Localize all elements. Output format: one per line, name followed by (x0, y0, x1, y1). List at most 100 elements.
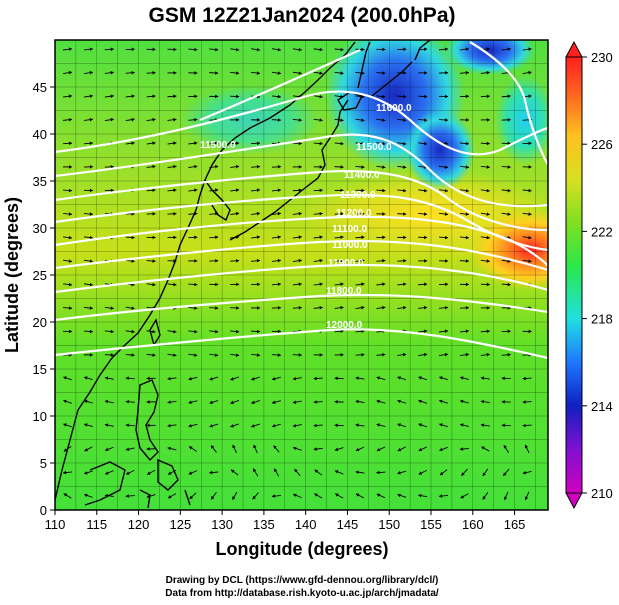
wind-arrowhead (465, 118, 469, 122)
wind-arrowhead (68, 47, 72, 51)
wind-arrowhead (277, 282, 281, 287)
colorbar: 230 226 222 218 214 210 (565, 40, 613, 510)
wind-arrowhead (298, 165, 302, 169)
wind-arrowhead (465, 329, 469, 334)
wind-arrowhead (334, 376, 338, 381)
wind-arrowhead (361, 212, 365, 216)
wind-arrowhead (152, 71, 156, 75)
wind-arrowhead (403, 259, 407, 263)
wind-arrowhead (319, 211, 323, 216)
wind-arrowhead (439, 447, 443, 452)
wind-arrowhead (274, 468, 278, 473)
wind-arrowhead (418, 493, 422, 498)
wind-arrowhead (403, 188, 407, 193)
wind-arrowhead (68, 188, 73, 193)
wind-arrowhead (105, 471, 109, 475)
y-tick-label: 25 (33, 268, 47, 283)
contour-line (55, 328, 548, 360)
wind-arrowhead (173, 94, 177, 99)
wind-arrowhead (382, 352, 386, 357)
y-tick-label: 0 (40, 503, 47, 518)
wind-arrowhead (481, 446, 485, 450)
wind-arrowhead (194, 47, 198, 52)
wind-arrowhead (194, 282, 198, 287)
wind-arrowhead (194, 306, 198, 310)
x-tick-label: 140 (295, 517, 317, 532)
contour-line (55, 90, 548, 156)
wind-arrowhead (528, 70, 532, 75)
wind-arrowhead (313, 400, 317, 404)
wind-arrowhead (319, 235, 323, 239)
wind-arrowhead (110, 94, 114, 98)
wind-arrowhead (444, 47, 449, 52)
geopotential-contours (55, 41, 548, 360)
contour-label: 11500.0 (200, 140, 236, 151)
wind-arrowhead (382, 71, 386, 75)
wind-arrowhead (382, 212, 386, 216)
wind-arrowhead (298, 305, 302, 310)
cold-anomaly-top (445, 40, 535, 75)
x-axis-label: Longitude (degrees) (215, 539, 388, 559)
wind-arrowhead (444, 282, 449, 287)
x-tick-label: 130 (211, 517, 233, 532)
wind-arrowhead (293, 446, 297, 451)
wind-arrowhead (110, 306, 114, 310)
colorbar-tick-label: 218 (591, 312, 613, 327)
wind-arrowhead (355, 399, 359, 404)
wind-arrowhead (382, 94, 386, 99)
wind-arrowhead (110, 47, 114, 52)
wind-arrowhead (147, 471, 151, 475)
wind-arrowhead (486, 188, 490, 193)
contour-line (55, 239, 548, 272)
wind-arrowhead (146, 400, 150, 404)
wind-arrowhead (397, 399, 401, 404)
wind-arrowhead (355, 423, 359, 427)
wind-arrowhead (340, 71, 344, 75)
wind-arrowhead (361, 235, 365, 240)
wind-arrowhead (507, 352, 511, 357)
wind-arrowhead (167, 446, 171, 451)
wind-arrowhead (84, 448, 88, 452)
colorbar-ticks: 230 226 222 218 214 210 (582, 50, 613, 501)
wind-arrowhead (173, 188, 177, 193)
wind-arrowhead (146, 447, 150, 451)
wind-arrowhead (236, 118, 240, 122)
wind-arrowhead (382, 118, 386, 122)
wind-arrowhead (522, 376, 526, 381)
wind-arrowhead (293, 493, 297, 497)
wind-arrowhead (152, 47, 156, 52)
colorbar-bottom-cap (565, 492, 583, 510)
wind-arrowhead (501, 400, 505, 404)
wind-arrowhead (314, 469, 319, 473)
wind-arrowhead (188, 376, 192, 381)
wind-arrowhead (125, 447, 130, 451)
wind-arrowhead (340, 353, 344, 357)
wind-arrowhead (465, 212, 469, 216)
warm-anomaly-east (470, 210, 548, 290)
wind-arrowhead (152, 141, 156, 145)
wind-arrowhead (418, 447, 423, 452)
wind-arrowhead (482, 496, 486, 500)
wind-arrowhead (68, 141, 73, 146)
wind-arrowhead (277, 71, 281, 75)
wind-arrowhead (189, 446, 193, 450)
x-tick-label: 125 (169, 517, 191, 532)
wind-arrowhead (424, 235, 428, 240)
wind-arrowhead (319, 71, 323, 75)
x-tick-label: 135 (253, 517, 275, 532)
wind-arrowhead (445, 259, 449, 263)
contour-label: 11900.0 (328, 258, 364, 269)
wind-arrowhead (89, 212, 93, 216)
wind-arrowhead (423, 141, 428, 146)
wind-arrowhead (298, 71, 302, 75)
wind-arrowhead (230, 400, 234, 405)
wind-arrowhead (319, 47, 323, 52)
wind-arrowhead (522, 400, 526, 404)
wind-arrowhead (188, 400, 192, 405)
wind-arrowhead (480, 399, 485, 404)
x-tick-label: 120 (128, 517, 150, 532)
wind-arrowhead (486, 259, 490, 263)
wind-arrowhead (382, 235, 386, 240)
wind-arrowhead (524, 444, 529, 449)
wind-arrowhead (501, 376, 505, 381)
